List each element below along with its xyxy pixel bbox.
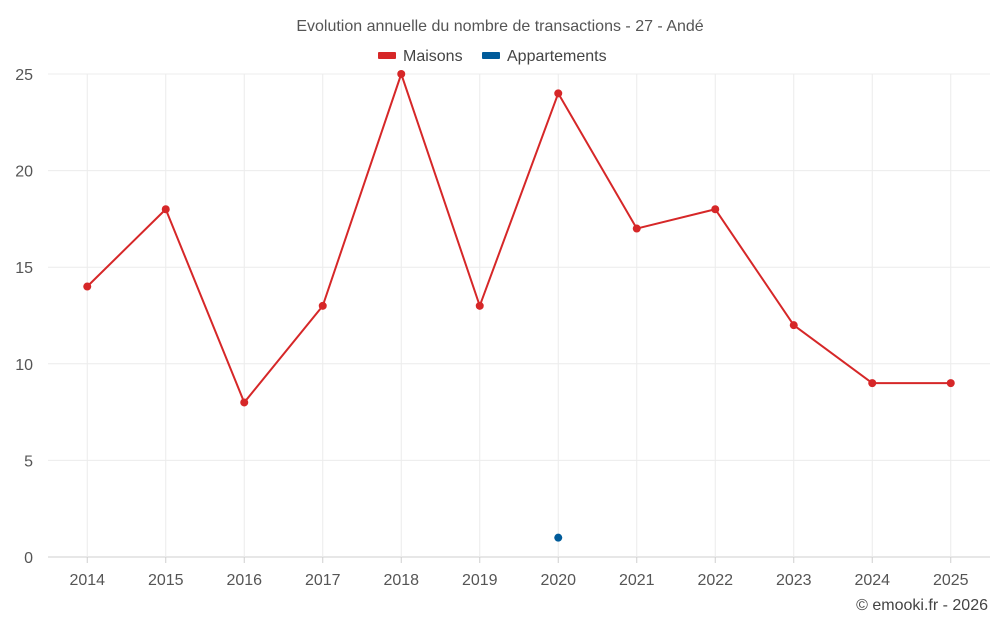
series-appartements	[554, 533, 563, 542]
legend-label-appartements[interactable]: Appartements	[507, 48, 607, 65]
y-tick-label: 0	[24, 550, 33, 567]
x-tick-label: 2018	[383, 572, 419, 589]
y-axis: 0 5 10 15 20 25	[15, 67, 33, 567]
x-tick-label: 2023	[776, 572, 812, 589]
data-point-maisons[interactable]	[318, 301, 327, 310]
data-point-maisons[interactable]	[789, 321, 798, 330]
series-layer	[83, 70, 955, 542]
chart-title: Evolution annuelle du nombre de transact…	[296, 18, 703, 35]
data-point-maisons[interactable]	[711, 205, 720, 214]
data-point-maisons[interactable]	[83, 282, 92, 291]
data-point-maisons[interactable]	[161, 205, 170, 214]
data-point-maisons[interactable]	[397, 70, 406, 78]
data-point-maisons[interactable]	[554, 89, 563, 98]
y-tick-label: 20	[15, 164, 33, 181]
legend-label-maisons[interactable]: Maisons	[403, 48, 463, 65]
legend: Maisons Appartements	[378, 48, 607, 65]
credit-text: © emooki.fr - 2026	[856, 597, 988, 614]
x-tick-label: 2021	[619, 572, 655, 589]
y-tick-label: 25	[15, 67, 33, 84]
data-point-maisons[interactable]	[868, 379, 877, 388]
y-tick-label: 15	[15, 260, 33, 277]
data-point-appartements[interactable]	[554, 533, 563, 542]
x-tick-label: 2025	[933, 572, 969, 589]
x-axis: 2014 2015 2016 2017 2018 2019 2020 2021 2022 2023…	[69, 557, 969, 589]
legend-swatch-maisons[interactable]	[378, 52, 396, 59]
legend-swatch-appartements[interactable]	[482, 52, 500, 59]
x-tick-label: 2019	[462, 572, 498, 589]
x-tick-label: 2017	[305, 572, 341, 589]
x-tick-label: 2022	[697, 572, 733, 589]
x-tick-label: 2020	[540, 572, 576, 589]
x-tick-label: 2016	[226, 572, 262, 589]
x-tick-label: 2024	[854, 572, 890, 589]
data-point-maisons[interactable]	[632, 224, 641, 233]
y-tick-label: 10	[15, 357, 33, 374]
x-tick-label: 2014	[69, 572, 105, 589]
y-tick-label: 5	[24, 453, 33, 470]
x-tick-label: 2015	[148, 572, 184, 589]
grid	[48, 73, 990, 558]
data-point-maisons[interactable]	[240, 398, 249, 407]
data-point-maisons[interactable]	[475, 301, 484, 310]
series-maisons	[83, 70, 955, 407]
data-point-maisons[interactable]	[946, 379, 955, 388]
series-line-maisons	[86, 73, 952, 404]
